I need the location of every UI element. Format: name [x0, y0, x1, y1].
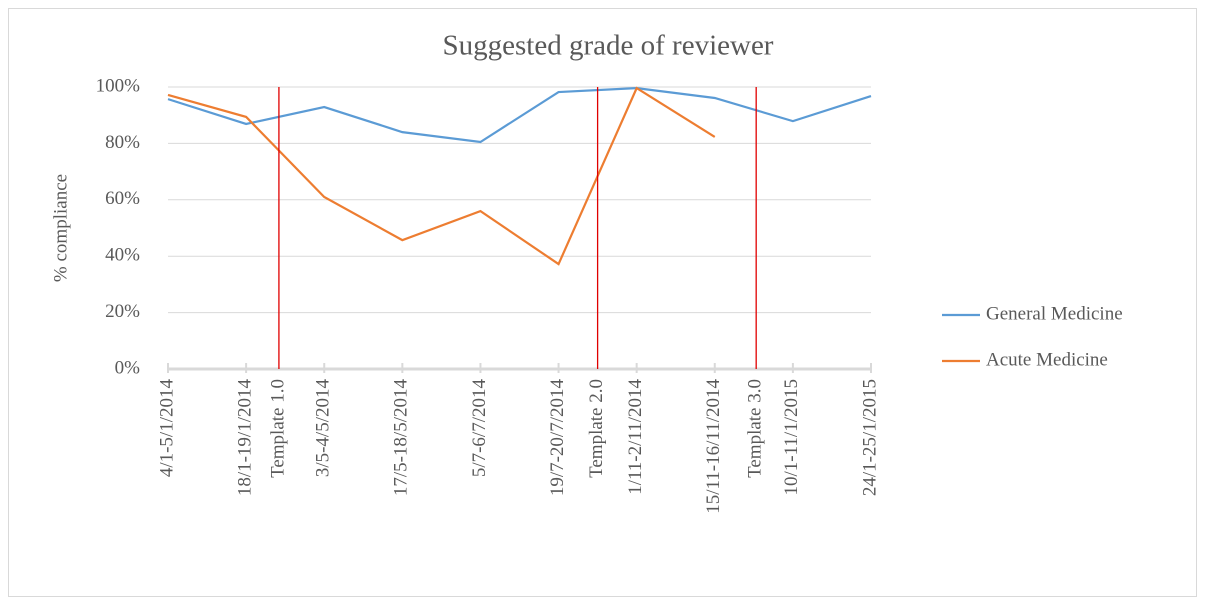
x-tick-label: 24/1-25/1/2015 [859, 379, 880, 496]
legend-label: Acute Medicine [986, 349, 1108, 370]
y-tick-label: 40% [105, 245, 140, 266]
y-axis-label: % compliance [50, 174, 71, 282]
template-label: Template 1.0 [267, 379, 288, 478]
y-tick-label: 100% [96, 75, 141, 96]
x-tick-label: 18/1-19/1/2014 [234, 379, 255, 497]
x-tick-label: 15/11-16/11/2014 [703, 379, 724, 514]
y-tick-label: 60% [105, 188, 140, 209]
x-tick-label: 17/5-18/5/2014 [391, 379, 412, 497]
y-tick-label: 80% [105, 132, 140, 153]
x-tick-label: 19/7-20/7/2014 [547, 379, 568, 497]
x-tick-label: 10/1-11/1/2015 [781, 379, 802, 495]
template-label: Template 3.0 [745, 379, 766, 478]
x-tick-label: 5/7-6/7/2014 [469, 379, 490, 478]
x-tick-label: 4/1-5/1/2014 [156, 379, 177, 478]
x-tick-label: 1/11-2/11/2014 [625, 379, 646, 495]
series-line [167, 86, 716, 266]
template-label: Template 2.0 [586, 379, 607, 478]
y-tick-label: 0% [115, 357, 141, 378]
series-line [167, 87, 872, 144]
y-tick-label: 20% [105, 301, 140, 322]
chart-title: Suggested grade of reviewer [443, 30, 774, 62]
legend-label: General Medicine [986, 303, 1123, 324]
x-tick-label: 3/5-4/5/2014 [313, 379, 334, 478]
